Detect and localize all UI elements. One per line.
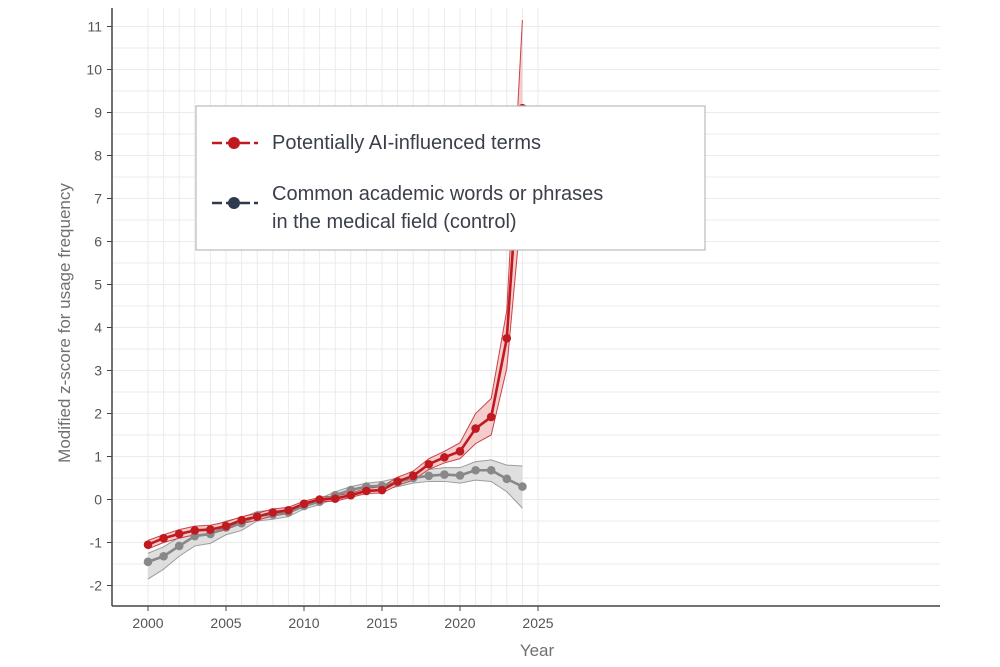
y-tick-label--2: -2 bbox=[90, 578, 103, 594]
point-control-2018 bbox=[424, 471, 434, 481]
point-ai-terms-2002 bbox=[174, 529, 184, 539]
y-tick-label-1: 1 bbox=[94, 449, 102, 465]
point-control-2020 bbox=[455, 471, 465, 480]
point-ai-terms-2021 bbox=[471, 424, 480, 433]
y-tick-label-6: 6 bbox=[94, 234, 102, 250]
legend-marker-ai-terms bbox=[228, 137, 240, 149]
point-ai-terms-2022 bbox=[486, 412, 496, 422]
point-ai-terms-2005 bbox=[221, 521, 231, 531]
y-tick-label-3: 3 bbox=[94, 363, 102, 379]
point-ai-terms-2019 bbox=[440, 453, 449, 462]
axes bbox=[111, 8, 940, 607]
legend-label-ai-terms: Potentially AI-influenced terms bbox=[272, 132, 541, 154]
point-control-2023 bbox=[502, 474, 512, 484]
y-tick-label-8: 8 bbox=[94, 148, 102, 164]
point-control-2024 bbox=[518, 482, 527, 491]
x-tick-label-2020: 2020 bbox=[444, 615, 475, 631]
point-ai-terms-2017 bbox=[408, 471, 418, 481]
legend-marker-control bbox=[228, 197, 240, 209]
x-tick-label-2015: 2015 bbox=[366, 615, 397, 631]
point-ai-terms-2010 bbox=[299, 499, 309, 509]
point-ai-terms-2003 bbox=[190, 526, 200, 535]
point-control-2001 bbox=[159, 551, 168, 561]
point-ai-terms-2011 bbox=[315, 495, 324, 504]
y-tick-label-7: 7 bbox=[94, 191, 102, 207]
point-ai-terms-2014 bbox=[362, 486, 371, 496]
point-ai-terms-2020 bbox=[455, 447, 465, 456]
y-tick-label-11: 11 bbox=[87, 19, 102, 35]
point-control-2021 bbox=[471, 465, 480, 475]
point-ai-terms-2023 bbox=[502, 333, 512, 343]
x-axis-ticks: 2000 2005 2010 2015 2020 2025 bbox=[132, 606, 554, 631]
y-axis-title: Modified z-score for usage frequency bbox=[55, 183, 74, 463]
x-tick-label-2010: 2010 bbox=[288, 615, 319, 631]
point-ai-terms-2001 bbox=[159, 533, 168, 543]
point-ai-terms-2009 bbox=[284, 505, 293, 515]
point-control-2000 bbox=[143, 557, 153, 567]
y-tick-label-10: 10 bbox=[86, 62, 102, 78]
legend-label-control-line2: in the medical field (control) bbox=[272, 211, 517, 233]
x-tick-label-2000: 2000 bbox=[132, 615, 163, 631]
point-control-2002 bbox=[174, 541, 184, 551]
legend: Potentially AI-influenced terms Common a… bbox=[195, 105, 706, 251]
point-ai-terms-2004 bbox=[206, 525, 215, 534]
legend-entry-control: Common academic words or phrases in the … bbox=[212, 183, 603, 233]
y-axis-ticks: -2 -1 0 1 2 3 4 5 6 7 8 9 10 11 bbox=[86, 19, 112, 594]
point-ai-terms-2016 bbox=[393, 477, 402, 486]
data-points bbox=[143, 103, 527, 567]
y-tick-label-2: 2 bbox=[94, 406, 102, 422]
legend-entry-ai-terms: Potentially AI-influenced terms bbox=[212, 132, 541, 154]
point-ai-terms-2008 bbox=[268, 508, 278, 517]
point-control-2022 bbox=[486, 465, 496, 475]
point-ai-terms-2012 bbox=[330, 494, 340, 503]
band-control bbox=[148, 459, 523, 580]
point-ai-terms-2000 bbox=[143, 540, 153, 549]
x-tick-label-2025: 2025 bbox=[522, 615, 553, 631]
point-control-2019 bbox=[440, 470, 449, 479]
x-tick-label-2005: 2005 bbox=[210, 615, 241, 631]
y-tick-label--1: -1 bbox=[90, 535, 103, 551]
y-tick-label-9: 9 bbox=[94, 105, 102, 121]
point-ai-terms-2015 bbox=[377, 485, 387, 495]
x-axis-title: Year bbox=[520, 641, 555, 660]
point-ai-terms-2018 bbox=[424, 459, 434, 469]
y-tick-label-5: 5 bbox=[94, 277, 102, 293]
point-ai-terms-2013 bbox=[346, 490, 356, 500]
y-tick-label-4: 4 bbox=[94, 320, 102, 336]
point-ai-terms-2007 bbox=[252, 512, 262, 521]
point-ai-terms-2006 bbox=[237, 515, 246, 525]
legend-box bbox=[195, 105, 706, 251]
legend-label-control-line1: Common academic words or phrases bbox=[272, 183, 603, 205]
y-tick-label-0: 0 bbox=[94, 492, 102, 508]
